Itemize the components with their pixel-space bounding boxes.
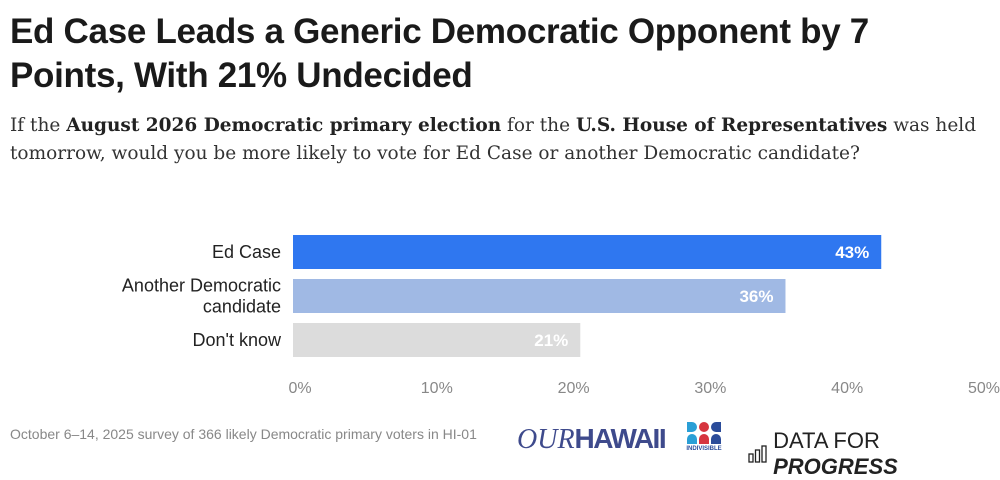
chart-title: Ed Case Leads a Generic Democratic Oppon… [10,12,869,95]
bar [293,235,882,269]
chart-subtitle: If the August 2026 Democratic primary el… [10,112,990,168]
indivisible-logo: INDIVISIBLE [686,422,722,452]
bar-chart-icon [748,445,767,463]
bar [293,279,786,313]
bar-value-label: 21% [534,331,568,350]
footnote: October 6–14, 2025 survey of 366 likely … [10,426,477,442]
category-label: candidate [203,297,281,317]
bar-value-label: 36% [739,287,773,306]
category-label: Another Democratic [122,276,281,296]
category-label: Ed Case [212,242,281,262]
subtitle-part: U.S. House of Representatives [575,115,888,136]
bar [293,323,581,357]
x-tick-label: 20% [558,380,590,397]
x-tick-label: 30% [694,380,726,397]
x-tick-label: 50% [968,380,1000,397]
x-tick-label: 40% [831,380,863,397]
x-tick-label: 0% [288,380,311,397]
subtitle-part: was held tomorrow, would you be more lik… [10,115,977,164]
category-label: Don't know [193,330,282,350]
subtitle-part: If the [10,115,67,136]
bar-value-label: 43% [835,243,869,262]
subtitle-part: August 2026 Democratic primary election [66,115,502,136]
x-tick-label: 10% [421,380,453,397]
our-hawaii-logo: OURHAWAII [517,423,667,455]
subtitle-part: for the [501,115,576,136]
bar-chart: 43% Ed Case 36% Another Democraticcandidate… [122,235,1000,397]
data-for-progress-logo: DATA FOR PROGRESS [748,428,1000,480]
